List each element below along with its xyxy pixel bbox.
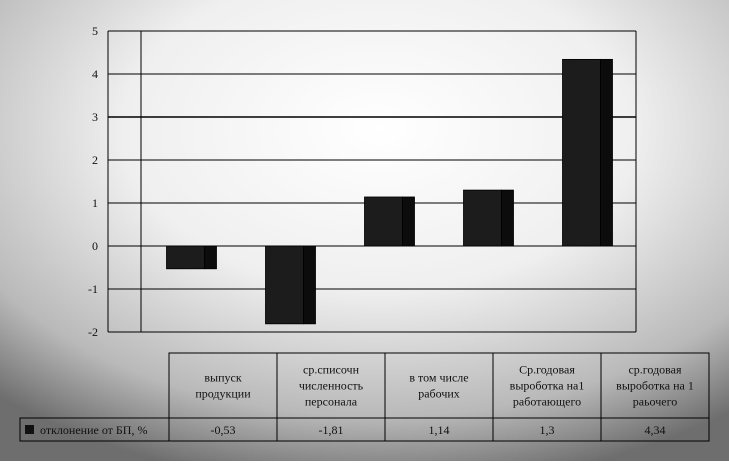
value-label: 1,14 bbox=[429, 423, 450, 437]
bar-side bbox=[303, 245, 316, 325]
y-tick-label: -2 bbox=[88, 325, 98, 339]
y-tick-label: 5 bbox=[92, 24, 98, 38]
category-label: в том числе рабочих bbox=[409, 371, 468, 401]
y-tick-label: -1 bbox=[88, 282, 98, 296]
bar bbox=[166, 245, 205, 270]
y-tick-label: 2 bbox=[92, 153, 98, 167]
category-label: ср.годовая выроботка на 1 раьочего bbox=[616, 363, 694, 409]
value-label: -1,81 bbox=[319, 423, 344, 437]
y-tick-label: 4 bbox=[92, 67, 98, 81]
value-cell bbox=[600, 417, 710, 442]
legend-swatch bbox=[25, 425, 34, 434]
bar bbox=[364, 196, 403, 247]
bar-side bbox=[204, 245, 217, 270]
category-label: выпуск продукции bbox=[195, 371, 251, 401]
value-label: -0,53 bbox=[211, 423, 236, 437]
bar-side bbox=[402, 196, 415, 247]
category-label: Ср.годовая выроботка на1 работающего bbox=[510, 363, 585, 409]
bar-side bbox=[600, 58, 613, 247]
bar bbox=[463, 189, 502, 247]
value-label: 4,34 bbox=[645, 423, 666, 437]
y-tick-label: 3 bbox=[92, 110, 98, 124]
category-label: ср.списочн численность персонала bbox=[299, 363, 364, 409]
bar bbox=[562, 58, 601, 247]
bar bbox=[265, 245, 304, 325]
y-tick-label: 0 bbox=[92, 239, 98, 253]
value-label: 1,3 bbox=[540, 423, 555, 437]
legend-label: отклонение от БП, % bbox=[40, 423, 147, 437]
bar-side bbox=[501, 189, 514, 247]
y-tick-label: 1 bbox=[92, 196, 98, 210]
